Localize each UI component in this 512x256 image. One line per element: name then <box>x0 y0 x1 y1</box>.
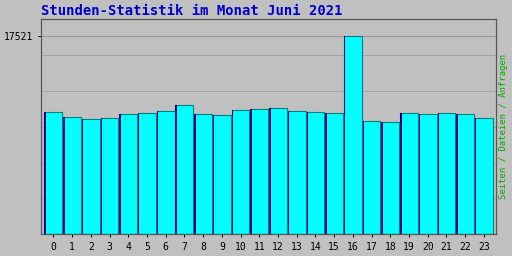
Bar <box>325 113 343 234</box>
Bar <box>101 118 102 234</box>
Bar <box>231 110 249 234</box>
Bar <box>119 114 137 234</box>
Bar <box>475 118 493 234</box>
Bar <box>138 113 139 234</box>
Bar <box>307 112 324 234</box>
Bar <box>419 114 437 234</box>
Bar <box>362 121 380 234</box>
Bar <box>213 115 215 234</box>
Bar <box>213 115 231 234</box>
Bar <box>176 105 193 234</box>
Bar <box>325 113 327 234</box>
Bar <box>250 109 252 234</box>
Bar <box>269 108 270 234</box>
Bar <box>269 108 287 234</box>
Bar <box>438 113 455 234</box>
Bar <box>400 113 418 234</box>
Bar <box>63 116 81 234</box>
Bar <box>288 111 306 234</box>
Y-axis label: Seiten / Dateien / Anfragen: Seiten / Dateien / Anfragen <box>499 54 508 199</box>
Bar <box>362 121 364 234</box>
Bar <box>119 114 121 234</box>
Bar <box>194 114 212 234</box>
Bar <box>176 105 177 234</box>
Bar <box>456 114 474 234</box>
Bar <box>231 110 233 234</box>
Bar <box>438 113 439 234</box>
Bar <box>250 109 268 234</box>
Bar <box>138 113 156 234</box>
Text: Stunden-Statistik im Monat Juni 2021: Stunden-Statistik im Monat Juni 2021 <box>41 4 343 18</box>
Bar <box>344 36 346 234</box>
Bar <box>344 36 362 234</box>
Bar <box>45 112 62 234</box>
Bar <box>101 118 118 234</box>
Bar <box>82 119 100 234</box>
Bar <box>63 116 65 234</box>
Bar <box>45 112 46 234</box>
Bar <box>82 119 83 234</box>
Bar <box>157 111 175 234</box>
Bar <box>456 114 458 234</box>
Bar <box>288 111 289 234</box>
Bar <box>400 113 401 234</box>
Bar <box>419 114 420 234</box>
Bar <box>307 112 308 234</box>
Bar <box>381 122 383 234</box>
Bar <box>157 111 158 234</box>
Bar <box>194 114 196 234</box>
Bar <box>381 122 399 234</box>
Bar <box>475 118 477 234</box>
